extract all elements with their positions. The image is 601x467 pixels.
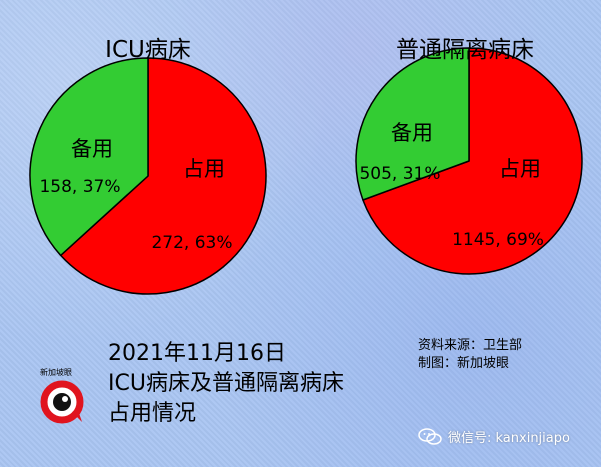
logo-text: 新加坡眼 <box>40 368 72 377</box>
wechat-watermark: 微信号: kanxinjiapo <box>418 427 570 446</box>
source-line: 资料来源：卫生部 <box>418 338 523 353</box>
pie-slice-spare <box>29 57 149 257</box>
logo-icon <box>40 380 84 424</box>
chart-title-general-isolation: 普通隔离病床 <box>396 37 534 63</box>
chart-title-icu: ICU病床 <box>105 37 191 63</box>
slice-value-spare-icu: 158, 37% <box>39 177 120 197</box>
caption-subject-tail: 占用情况 <box>108 401 197 426</box>
pie-chart-general-isolation <box>355 47 583 275</box>
slice-label-spare-general: 备用 <box>391 121 433 145</box>
pie-chart-icu <box>29 57 267 295</box>
caption-subject: ICU病床及普通隔离病床 <box>108 371 344 396</box>
pie-slice-occupied <box>362 47 583 275</box>
slice-label-occupied-icu: 占用 <box>183 157 225 181</box>
slice-value-occupied-icu: 272, 63% <box>151 233 232 253</box>
source-note: 资料来源：卫生部 制图：新加坡眼 <box>418 337 522 373</box>
slice-label-spare-icu: 备用 <box>71 137 113 161</box>
slice-value-spare-general: 505, 31% <box>359 164 440 184</box>
caption: 2021年11月16日 ICU病床及普通隔离病床 占用情况 <box>108 339 344 429</box>
pie-slice-spare <box>355 47 470 201</box>
pie-slice-occupied <box>59 57 267 295</box>
slice-value-occupied-general: 1145, 69% <box>452 230 544 250</box>
caption-date: 2021年11月16日 <box>108 341 286 366</box>
wechat-icon <box>418 427 442 445</box>
credit-line: 制图：新加坡眼 <box>418 356 510 371</box>
slice-label-occupied-general: 占用 <box>499 157 541 181</box>
wechat-id: 微信号: kanxinjiapo <box>448 431 570 446</box>
